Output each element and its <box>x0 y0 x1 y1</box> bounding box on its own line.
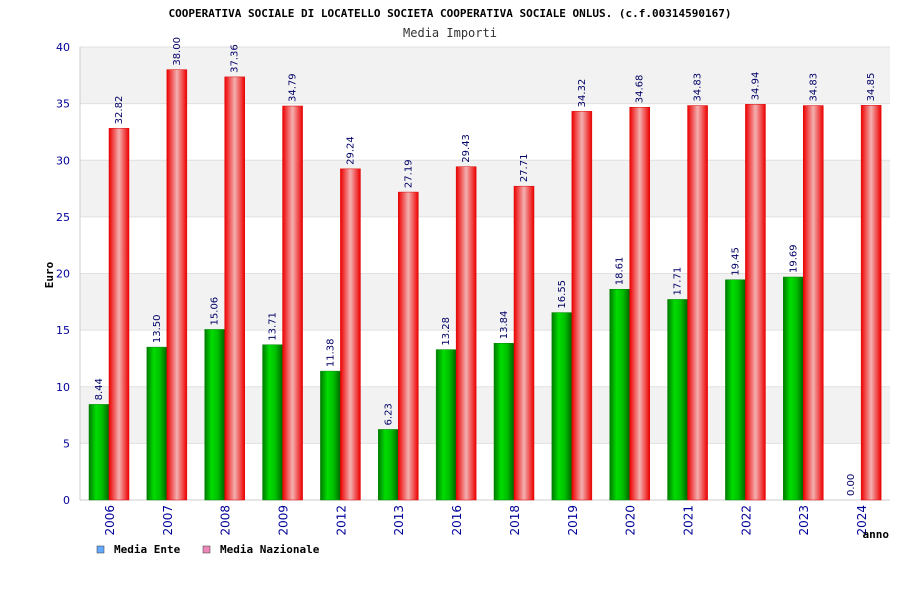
y-axis-ticks: 0 5 10 15 20 25 30 35 40 <box>56 41 70 507</box>
y-tick-label: 20 <box>56 268 70 281</box>
value-label-media-ente-2008: 15.06 <box>210 297 221 326</box>
x-tick-label-2007: 2007 <box>161 505 175 536</box>
bar-media-ente-2023 <box>783 276 804 501</box>
x-tick-label-2019: 2019 <box>566 505 580 536</box>
bar-media-nazionale-2013 <box>398 191 419 501</box>
x-tick-label-2021: 2021 <box>682 505 696 536</box>
legend: Media Ente Media Nazionale <box>96 543 320 556</box>
x-tick-label-2022: 2022 <box>739 505 753 536</box>
bar-media-nazionale-2009 <box>282 105 303 501</box>
x-axis-label: anno <box>863 528 890 541</box>
bar-media-nazionale-2016 <box>455 166 477 501</box>
bar-media-nazionale-2018 <box>513 185 535 501</box>
x-axis-ticks: 2006 2007 2008 2009 2012 2013 2016 2018 2019 2020… <box>103 505 869 536</box>
value-label-media-ente-2021: 17.71 <box>673 267 684 296</box>
grid-band <box>80 47 890 104</box>
bar-media-nazionale-2006 <box>108 128 130 501</box>
grid-band <box>80 273 890 331</box>
bar-media-nazionale-2022 <box>745 104 766 501</box>
y-axis-label: Euro <box>43 261 56 288</box>
bar-media-ente-2007 <box>146 346 168 501</box>
value-label-media-ente-2020: 18.61 <box>615 257 626 286</box>
bar-media-nazionale-2007 <box>166 69 188 501</box>
bars-group <box>88 69 882 501</box>
legend-swatch-media-ente <box>96 545 105 554</box>
bar-media-ente-2013 <box>378 429 399 501</box>
legend-swatch-media-nazionale <box>202 545 211 554</box>
value-label-media-ente-2022: 19.45 <box>730 247 741 276</box>
value-labels: 8.44 32.82 13.50 38.00 15.06 37.36 13.71 34.79 1… <box>94 37 877 496</box>
bar-media-nazionale-2012 <box>340 168 361 501</box>
value-label-media-ente-2007: 13.50 <box>152 314 163 343</box>
x-tick-label-2008: 2008 <box>219 505 233 536</box>
chart-title: COOPERATIVA SOCIALE DI LOCATELLO SOCIETA… <box>169 7 732 20</box>
x-tick-label-2023: 2023 <box>797 505 811 536</box>
y-tick-label: 5 <box>63 437 70 450</box>
value-label-media-nazionale-2020: 34.68 <box>635 75 646 104</box>
y-tick-label: 30 <box>56 154 70 167</box>
y-tick-label: 0 <box>63 494 70 507</box>
bar-media-nazionale-2024 <box>860 105 882 501</box>
value-label-media-ente-2009: 13.71 <box>268 312 279 341</box>
y-tick-label: 40 <box>56 41 70 54</box>
bar-media-ente-2008 <box>204 329 225 501</box>
value-label-media-nazionale-2006: 32.82 <box>114 96 125 125</box>
value-label-media-ente-2013: 6.23 <box>383 403 394 425</box>
x-tick-label-2009: 2009 <box>277 505 291 536</box>
value-label-media-ente-2006: 8.44 <box>94 378 105 400</box>
bar-media-nazionale-2019 <box>571 111 593 501</box>
x-tick-label-2012: 2012 <box>334 505 348 536</box>
x-tick-label-2020: 2020 <box>624 505 638 536</box>
bar-media-ente-2009 <box>262 344 283 501</box>
grid-band <box>80 386 890 444</box>
bar-media-nazionale-2021 <box>687 105 708 501</box>
bar-media-ente-2012 <box>320 370 341 501</box>
bar-media-ente-2006 <box>88 404 110 501</box>
value-label-media-nazionale-2016: 29.43 <box>461 134 472 163</box>
bar-media-ente-2022 <box>725 279 746 501</box>
value-label-media-ente-2012: 11.38 <box>325 338 336 367</box>
bar-media-nazionale-2023 <box>803 105 824 501</box>
x-tick-label-2018: 2018 <box>508 505 522 536</box>
grid-band <box>80 160 890 217</box>
x-tick-label-2013: 2013 <box>392 505 406 536</box>
y-tick-label: 35 <box>56 98 70 111</box>
value-label-media-ente-2018: 13.84 <box>499 311 510 340</box>
legend-label-media-ente: Media Ente <box>114 543 181 556</box>
value-label-media-nazionale-2012: 29.24 <box>345 136 356 165</box>
bar-media-ente-2020 <box>609 288 630 501</box>
value-label-media-nazionale-2008: 37.36 <box>230 44 241 73</box>
bar-media-nazionale-2008 <box>224 76 245 501</box>
value-label-media-nazionale-2019: 34.32 <box>577 79 588 108</box>
x-tick-label-2016: 2016 <box>450 505 464 536</box>
bar-media-ente-2018 <box>493 343 515 501</box>
bar-media-ente-2016 <box>435 349 457 501</box>
value-label-media-nazionale-2021: 34.83 <box>693 73 704 102</box>
value-label-media-nazionale-2013: 27.19 <box>403 159 414 188</box>
bar-media-ente-2019 <box>551 312 573 501</box>
y-tick-label: 10 <box>56 381 70 394</box>
bar-media-ente-2021 <box>667 299 688 501</box>
value-label-media-nazionale-2024: 34.85 <box>866 73 877 102</box>
value-label-media-nazionale-2009: 34.79 <box>288 73 299 102</box>
value-label-media-ente-2019: 16.55 <box>557 280 568 309</box>
value-label-media-nazionale-2018: 27.71 <box>519 154 530 183</box>
x-tick-label-2006: 2006 <box>103 505 117 536</box>
value-label-media-ente-2016: 13.28 <box>441 317 452 346</box>
value-label-media-nazionale-2023: 34.83 <box>808 73 819 102</box>
chart-subtitle: Media Importi <box>403 26 497 40</box>
value-label-media-ente-2023: 19.69 <box>788 244 799 273</box>
y-tick-label: 25 <box>56 211 70 224</box>
y-tick-label: 15 <box>56 324 70 337</box>
x-tick-label-2024: 2024 <box>855 505 869 536</box>
value-label-media-nazionale-2022: 34.94 <box>750 72 761 101</box>
value-label-media-nazionale-2007: 38.00 <box>172 37 183 66</box>
legend-label-media-nazionale: Media Nazionale <box>220 543 320 556</box>
bar-media-nazionale-2020 <box>629 106 650 501</box>
value-label-media-ente-2024: 0.00 <box>846 474 857 496</box>
